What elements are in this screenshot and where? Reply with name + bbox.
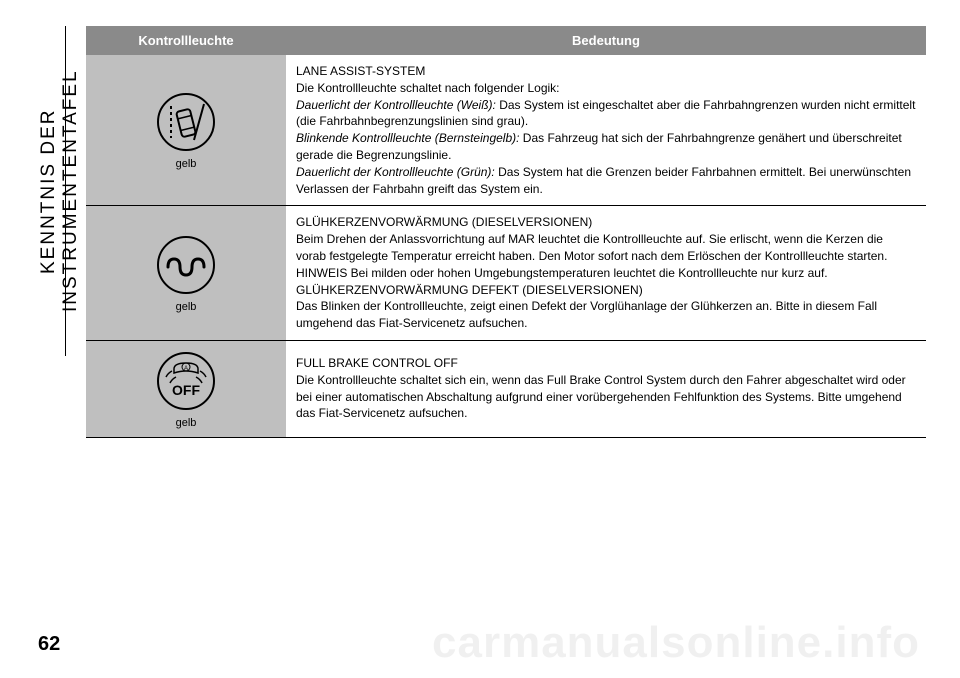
icon-color-label: gelb <box>176 158 197 170</box>
row-line: Blinkende Kontrollleuchte (Bernsteingelb… <box>296 130 916 164</box>
glow-plug-icon <box>154 233 218 297</box>
icon-color-label: gelb <box>176 417 197 429</box>
page-number: 62 <box>38 633 60 656</box>
icon-cell: gelb <box>86 206 286 340</box>
row-body: Die Kontrollleuchte schaltet sich ein, w… <box>296 372 916 422</box>
row-title2: GLÜHKERZENVORWÄRMUNG DEFEKT (Dieselversi… <box>296 282 916 299</box>
description-cell: FULL BRAKE CONTROL OFF Die Kontrollleuch… <box>286 341 926 437</box>
icon-color-label: gelb <box>176 301 197 313</box>
svg-text:OFF: OFF <box>172 382 200 398</box>
header-col-meaning: Bedeutung <box>286 26 926 55</box>
svg-text:A: A <box>184 366 188 372</box>
lane-assist-icon <box>154 90 218 154</box>
warning-light-table: Kontrollleuchte Bedeutung <box>86 26 926 438</box>
italic-label: Dauerlicht der Kontrollleuchte (Grün): <box>296 165 495 179</box>
table-row: gelb LANE ASSIST-SYSTEM Die Kontrollleuc… <box>86 55 926 206</box>
table-row: gelb GLÜHKERZENVORWÄRMUNG (Dieselversion… <box>86 206 926 341</box>
description-cell: LANE ASSIST-SYSTEM Die Kontrollleuchte s… <box>286 55 926 205</box>
section-side-title: KENNTNIS DER INSTRUMENTENTAFEL <box>38 26 66 356</box>
row-line: Dauerlicht der Kontrollleuchte (Grün): D… <box>296 164 916 198</box>
row-title: GLÜHKERZENVORWÄRMUNG (Dieselversionen) <box>296 214 916 231</box>
italic-label: Dauerlicht der Kontrollleuchte (Weiß): <box>296 98 496 112</box>
italic-label: Blinkende Kontrollleuchte (Bernsteingelb… <box>296 131 519 145</box>
icon-cell: A OFF gelb <box>86 341 286 437</box>
row-line: Dauerlicht der Kontrollleuchte (Weiß): D… <box>296 97 916 131</box>
header-col-icon: Kontrollleuchte <box>86 26 286 55</box>
table-row: A OFF gelb FULL BRAKE CONTROL OFF Die Ko… <box>86 341 926 438</box>
watermark: carmanualsonline.info <box>432 618 920 668</box>
icon-cell: gelb <box>86 55 286 205</box>
row-title: LANE ASSIST-SYSTEM <box>296 63 916 80</box>
row-body: Beim Drehen der Anlassvorrichtung auf MA… <box>296 231 916 265</box>
row-title: FULL BRAKE CONTROL OFF <box>296 355 916 372</box>
row-line: Die Kontrollleuchte schaltet nach folgen… <box>296 80 916 97</box>
description-cell: GLÜHKERZENVORWÄRMUNG (Dieselversionen) B… <box>286 206 926 340</box>
page: KENNTNIS DER INSTRUMENTENTAFEL Kontrolll… <box>0 0 960 678</box>
table-header-row: Kontrollleuchte Bedeutung <box>86 26 926 55</box>
row-body2: Das Blinken der Kontrollleuchte, zeigt e… <box>296 298 916 332</box>
row-note: HINWEIS Bei milden oder hohen Umgebungst… <box>296 265 916 282</box>
full-brake-off-icon: A OFF <box>154 349 218 413</box>
